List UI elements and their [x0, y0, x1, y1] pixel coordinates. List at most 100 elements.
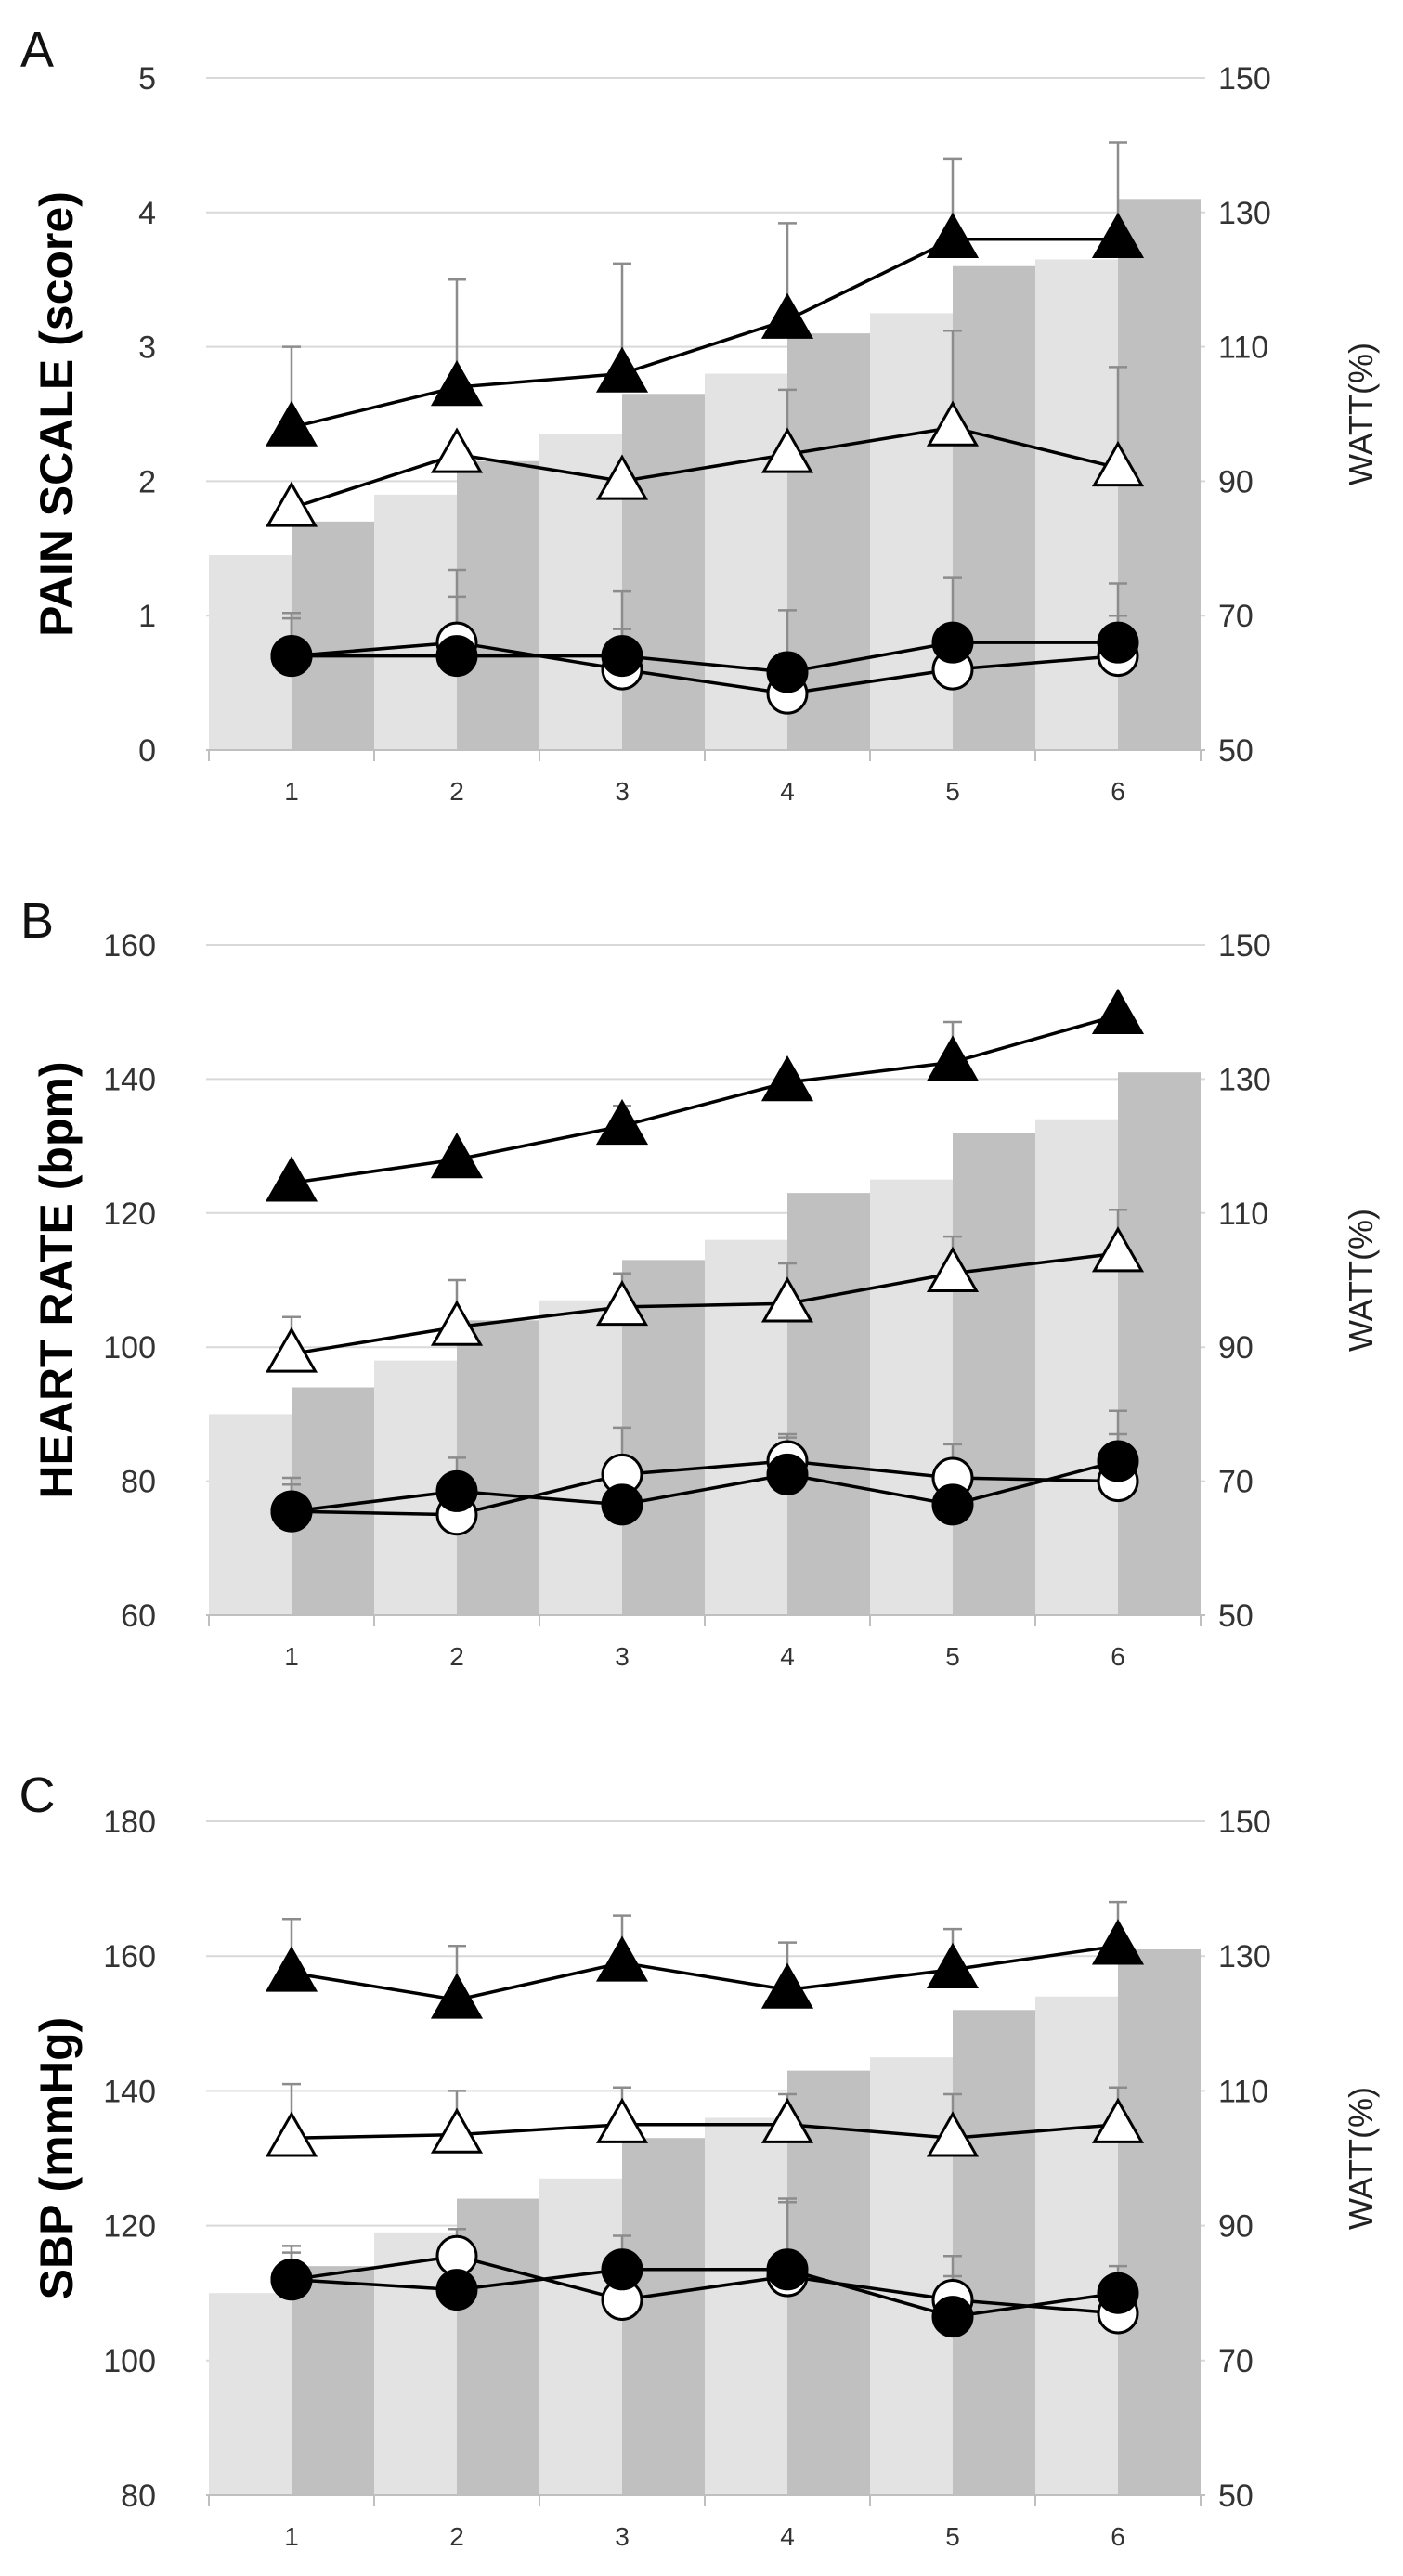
circle-marker	[766, 2248, 809, 2291]
x-tick-label: 5	[945, 2522, 960, 2551]
watt-bar-2	[1118, 1072, 1201, 1615]
circle-marker	[435, 635, 478, 678]
y2-tick-label: 150	[1218, 928, 1271, 964]
circle-marker	[601, 635, 643, 678]
y-tick-label: 100	[103, 2344, 156, 2379]
circle-marker	[601, 1483, 643, 1526]
y-tick-label: 140	[103, 1062, 156, 1097]
triangle-marker	[430, 427, 484, 473]
watt-bar-1	[539, 2178, 622, 2495]
triangle-marker	[265, 1946, 318, 1992]
triangle-marker	[265, 1327, 318, 1373]
panel-b: 60 80 100 120 140 160 50 70 90 110 130 150 1 2 3 4 5 6 HEA…	[20, 893, 1380, 1671]
triangle-marker	[760, 427, 814, 473]
watt-bar-1	[209, 2293, 292, 2495]
y-tick-label: 2	[138, 464, 156, 499]
triangle-marker	[595, 454, 649, 500]
y2-tick-label: 70	[1218, 1465, 1254, 1500]
triangle-marker	[595, 1935, 649, 1982]
y2-axis-label: WATT(%)	[1342, 1209, 1380, 1352]
x-tick-label: 1	[284, 1642, 299, 1671]
y-axis-label: SBP (mmHg)	[31, 2017, 83, 2300]
y2-axis-label: WATT(%)	[1342, 2087, 1380, 2230]
triangle-marker	[1091, 1919, 1145, 1965]
watt-bar-2	[457, 1320, 539, 1615]
watt-bar-1	[1035, 259, 1118, 751]
triangle-marker	[265, 1156, 318, 1202]
triangle-marker	[430, 2107, 484, 2154]
series-line-3	[291, 1459, 1119, 1517]
circle-marker	[931, 2296, 974, 2338]
circle-marker	[1097, 621, 1139, 664]
panel-label: B	[20, 893, 54, 949]
panel-label: A	[20, 22, 54, 78]
circle-marker	[1097, 1440, 1139, 1482]
x-tick-label: 6	[1111, 1642, 1125, 1671]
y-tick-label: 160	[103, 928, 156, 964]
x-tick-label: 4	[780, 2522, 795, 2551]
triangle-marker	[265, 400, 318, 447]
x-tick-label: 2	[449, 1642, 464, 1671]
triangle-marker	[430, 360, 484, 407]
triangle-marker	[760, 1055, 814, 1102]
x-tick-label: 6	[1111, 2522, 1125, 2551]
watt-bar-2	[787, 1193, 870, 1615]
y2-tick-label: 50	[1218, 1599, 1254, 1634]
circle-marker	[270, 1490, 313, 1533]
y-axis-label: HEART RATE (bpm)	[31, 1061, 83, 1498]
y-tick-label: 80	[121, 1465, 156, 1500]
y-tick-label: 4	[138, 196, 156, 231]
triangle-marker	[926, 212, 980, 258]
panel-c: 80 100 120 140 160 180 50 70 90 110 130 150 1 2 3 4 5 6 SB…	[19, 1767, 1381, 2551]
y2-tick-label: 70	[1218, 2344, 1254, 2379]
y2-tick-label: 50	[1218, 2479, 1254, 2514]
panel-label: C	[19, 1767, 56, 1823]
series-line-4	[291, 1459, 1119, 1513]
watt-bar-2	[622, 2138, 705, 2495]
y-tick-label: 180	[103, 1805, 156, 1840]
watt-bar-2	[457, 460, 539, 750]
watt-bar-2	[953, 1133, 1035, 1615]
x-tick-label: 3	[615, 2522, 630, 2551]
y2-tick-label: 70	[1218, 599, 1254, 634]
watt-bar-1	[705, 1239, 787, 1615]
y-tick-label: 120	[103, 1197, 156, 1232]
triangle-marker	[595, 2097, 649, 2143]
triangle-marker	[760, 1276, 814, 1323]
watt-bar-1	[539, 1300, 622, 1615]
triangle-marker	[760, 2097, 814, 2143]
circle-marker	[435, 2269, 478, 2311]
triangle-marker	[926, 2111, 980, 2157]
series-line-2	[291, 425, 1119, 511]
watt-bar-1	[374, 494, 457, 750]
y2-tick-label: 110	[1218, 330, 1268, 366]
y-tick-label: 3	[138, 330, 156, 366]
circle-marker	[766, 1453, 809, 1495]
circle-marker	[435, 1469, 478, 1512]
watt-bar-1	[1035, 1996, 1118, 2495]
triangle-marker	[595, 1098, 649, 1146]
y2-tick-label: 110	[1218, 1197, 1268, 1232]
triangle-marker	[595, 1279, 649, 1327]
panel-a: 0 1 2 3 4 5 50 70 90 110 130 150 1 2 3 4 5 6 PAIN SCALE (s…	[20, 22, 1380, 806]
watt-bar-2	[292, 521, 374, 750]
watt-bar-1	[870, 1179, 953, 1615]
y2-tick-label: 90	[1218, 2209, 1254, 2245]
triangle-marker	[926, 1246, 980, 1292]
series-line-3	[291, 641, 1119, 695]
x-tick-label: 6	[1111, 777, 1125, 806]
triangle-marker	[265, 2111, 318, 2157]
y-tick-label: 120	[103, 2209, 156, 2245]
triangle-marker	[760, 292, 814, 339]
y-tick-label: 140	[103, 2074, 156, 2109]
circle-marker	[270, 635, 313, 678]
circle-marker	[1097, 2272, 1139, 2314]
series-line-2	[291, 2122, 1119, 2140]
y2-tick-label: 150	[1218, 61, 1271, 97]
y2-tick-label: 130	[1218, 1939, 1271, 1974]
triangle-marker	[1091, 1226, 1145, 1273]
triangle-marker	[595, 346, 649, 393]
y2-tick-label: 130	[1218, 1062, 1271, 1097]
y2-tick-label: 130	[1218, 196, 1271, 231]
triangle-marker	[926, 1035, 980, 1081]
